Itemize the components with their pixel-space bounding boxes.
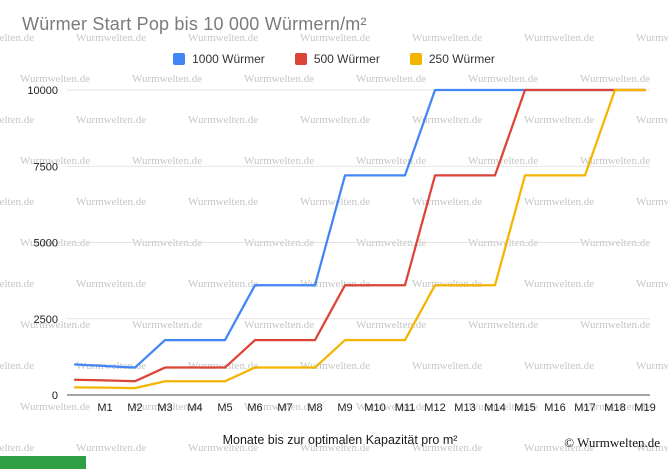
- x-tick-label: M1: [97, 402, 112, 414]
- chart-legend: 1000 Würmer 500 Würmer 250 Würmer: [0, 52, 668, 66]
- chart-title: Würmer Start Pop bis 10 000 Würmern/m²: [22, 14, 367, 34]
- x-tick-label: M11: [395, 402, 416, 414]
- series-line-1: [73, 88, 647, 369]
- x-tick-label: M8: [307, 402, 322, 414]
- legend-label: 500 Würmer: [313, 52, 380, 66]
- x-tick-label: M17: [574, 402, 595, 414]
- x-tick-label: M14: [484, 402, 505, 414]
- x-tick-label: M4: [187, 402, 202, 414]
- y-tick-label: 5000: [34, 238, 58, 250]
- x-tick-label: M13: [454, 402, 475, 414]
- y-tick-label: 7500: [34, 161, 58, 173]
- legend-item-3: 250 Würmer: [409, 52, 495, 66]
- x-tick-label: M19: [634, 402, 655, 414]
- y-tick-label: 0: [52, 390, 58, 402]
- series-line-2: [73, 88, 647, 383]
- x-tick-label: M5: [217, 402, 232, 414]
- legend-item-1: 1000 Würmer: [173, 52, 265, 66]
- x-tick-label: M16: [544, 402, 565, 414]
- legend-marker: [409, 53, 422, 65]
- legend-label: 250 Würmer: [428, 52, 495, 66]
- legend-marker: [173, 53, 186, 65]
- x-tick-label: M10: [364, 402, 385, 414]
- legend-marker: [294, 53, 307, 65]
- x-tick-label: M6: [247, 402, 262, 414]
- brand-bar: [0, 456, 86, 469]
- x-tick-label: M9: [337, 402, 352, 414]
- copyright-text: © Wurmwelten.de: [564, 435, 660, 450]
- y-tick-label: 2500: [34, 314, 58, 326]
- legend-item-2: 500 Würmer: [294, 52, 380, 66]
- x-axis-title: Monate bis zur optimalen Kapazität pro m…: [222, 433, 458, 447]
- x-tick-label: M7: [277, 402, 292, 414]
- x-tick-label: M2: [127, 402, 142, 414]
- series-line-3: [73, 88, 647, 390]
- legend-label: 1000 Würmer: [192, 52, 265, 66]
- x-tick-label: M18: [604, 402, 625, 414]
- x-tick-label: M3: [157, 402, 172, 414]
- y-tick-label: 10000: [27, 85, 58, 97]
- x-tick-label: M15: [514, 402, 535, 414]
- x-tick-label: M12: [424, 402, 445, 414]
